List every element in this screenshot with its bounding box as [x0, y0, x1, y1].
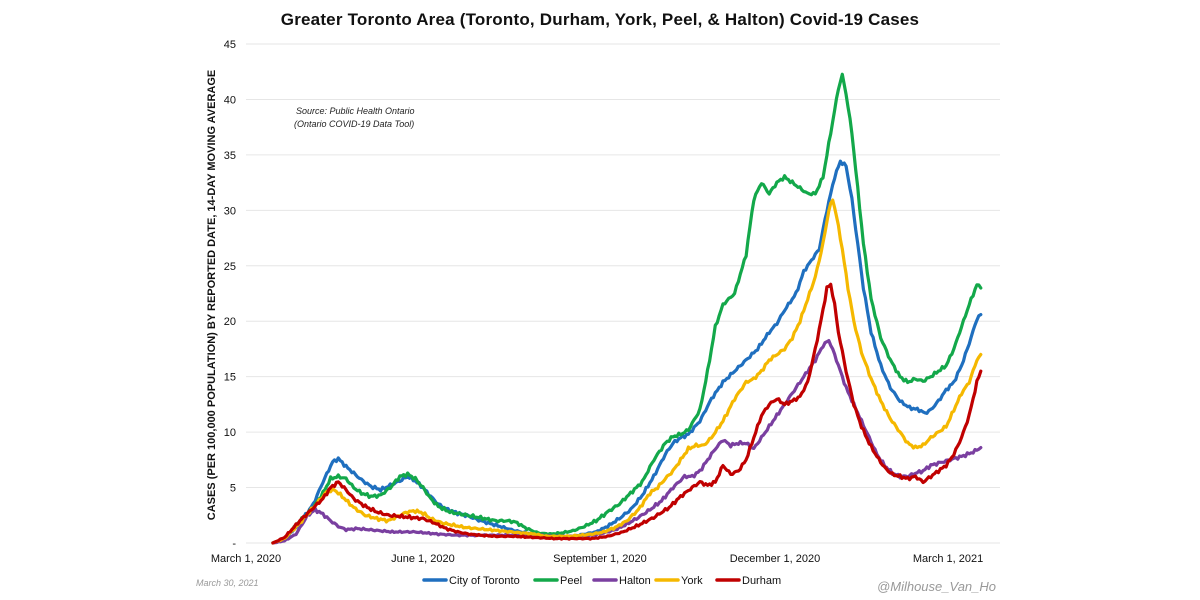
watermark-handle: @Milhouse_Van_Ho	[877, 579, 996, 594]
y-tick-label: 25	[224, 261, 236, 273]
x-tick-label: March 1, 2021	[913, 553, 983, 565]
source-line-2: (Ontario COVID-19 Data Tool)	[294, 119, 414, 129]
series-line-city-of-toronto	[271, 159, 983, 545]
legend-label: City of Toronto	[449, 575, 520, 587]
series-lines	[271, 72, 983, 545]
legend-item: York	[654, 575, 703, 587]
y-tick-label: 45	[224, 39, 236, 51]
y-tick-label: 10	[224, 427, 236, 439]
x-tick-label: March 1, 2020	[211, 553, 281, 565]
y-tick-label: -	[232, 538, 236, 550]
y-tick-label: 5	[230, 483, 236, 495]
series-line-halton	[271, 339, 983, 545]
series-line-york	[271, 198, 983, 545]
source-annotation: Source: Public Health Ontario (Ontario C…	[294, 106, 415, 129]
y-tick-label: 40	[224, 94, 236, 106]
chart-title: Greater Toronto Area (Toronto, Durham, Y…	[281, 10, 919, 29]
legend-item: City of Toronto	[422, 575, 520, 587]
legend-item: Durham	[715, 575, 781, 587]
legend-item: Halton	[592, 575, 651, 587]
y-tick-label: 30	[224, 205, 236, 217]
legend-label: Peel	[560, 575, 582, 587]
x-tick-label: June 1, 2020	[391, 553, 455, 565]
legend-item: Peel	[533, 575, 582, 587]
legend-label: Halton	[619, 575, 651, 587]
x-tick-label: December 1, 2020	[730, 553, 821, 565]
x-axis-ticks: March 1, 2020 June 1, 2020 September 1, 20…	[211, 553, 983, 565]
y-tick-label: 20	[224, 316, 236, 328]
series-line-durham	[271, 282, 983, 545]
series-line-peel	[271, 72, 983, 545]
legend: City of Toronto Peel Halton York Durham	[422, 575, 781, 587]
y-tick-label: 35	[224, 150, 236, 162]
footer-date: March 30, 2021	[196, 578, 259, 588]
y-tick-label: 15	[224, 372, 236, 384]
legend-label: Durham	[742, 575, 781, 587]
x-tick-label: September 1, 2020	[553, 553, 647, 565]
y-axis-label: CASES (PER 100,000 POPULATION) BY REPORT…	[206, 70, 218, 521]
source-line-1: Source: Public Health Ontario	[296, 106, 415, 116]
y-axis-ticks: - 5 10 15 20 25 30 35 40 45	[224, 39, 237, 550]
legend-label: York	[681, 575, 703, 587]
